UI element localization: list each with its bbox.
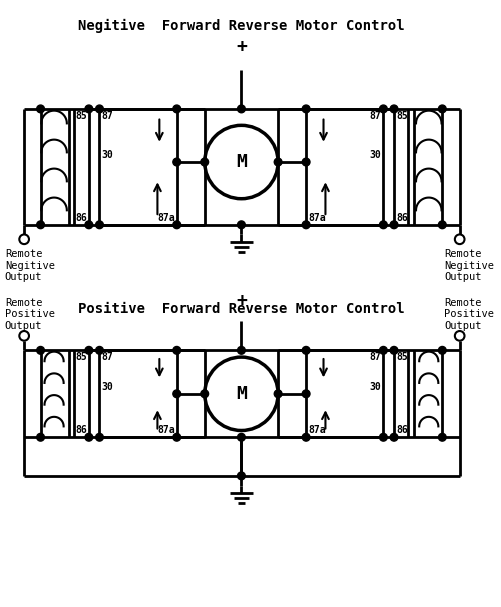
- Circle shape: [302, 105, 310, 113]
- Circle shape: [96, 347, 103, 354]
- Circle shape: [96, 433, 103, 441]
- Text: 85: 85: [396, 111, 408, 121]
- Circle shape: [390, 221, 398, 229]
- Circle shape: [302, 390, 310, 398]
- Circle shape: [173, 105, 180, 113]
- Text: 86: 86: [75, 426, 87, 435]
- Bar: [306, 350, 383, 437]
- Text: Positive  Forward Reverse Motor Control: Positive Forward Reverse Motor Control: [78, 302, 405, 316]
- Circle shape: [302, 221, 310, 229]
- Circle shape: [96, 221, 103, 229]
- Text: 87a: 87a: [308, 426, 326, 435]
- Circle shape: [37, 433, 45, 441]
- Text: M: M: [236, 385, 247, 403]
- Circle shape: [237, 105, 245, 113]
- Circle shape: [380, 433, 387, 441]
- Text: Negitive  Forward Reverse Motor Control: Negitive Forward Reverse Motor Control: [78, 19, 405, 33]
- Circle shape: [37, 347, 45, 354]
- Text: 87a: 87a: [157, 213, 175, 223]
- Circle shape: [380, 105, 387, 113]
- Circle shape: [438, 105, 446, 113]
- Text: 85: 85: [75, 111, 87, 121]
- Text: 86: 86: [396, 426, 408, 435]
- Text: 87: 87: [370, 352, 381, 362]
- Text: M: M: [236, 153, 247, 171]
- Circle shape: [85, 105, 93, 113]
- Text: 87: 87: [370, 111, 381, 121]
- Circle shape: [85, 347, 93, 354]
- Circle shape: [173, 433, 180, 441]
- Text: 30: 30: [370, 150, 381, 160]
- Circle shape: [380, 221, 387, 229]
- Text: 30: 30: [370, 382, 381, 392]
- Bar: [306, 109, 383, 225]
- Text: Remote
Positive
Output: Remote Positive Output: [5, 298, 55, 331]
- Bar: [394, 109, 442, 225]
- Text: Remote
Negitive
Output: Remote Negitive Output: [5, 249, 55, 282]
- Circle shape: [390, 105, 398, 113]
- Circle shape: [173, 390, 180, 398]
- Circle shape: [173, 347, 180, 354]
- Circle shape: [173, 221, 180, 229]
- Text: 30: 30: [101, 150, 113, 160]
- Circle shape: [302, 433, 310, 441]
- Bar: [100, 350, 177, 437]
- Text: 87a: 87a: [157, 426, 175, 435]
- Circle shape: [438, 433, 446, 441]
- Text: Remote
Positive
Output: Remote Positive Output: [444, 298, 494, 331]
- Circle shape: [438, 221, 446, 229]
- Text: Remote
Negitive
Output: Remote Negitive Output: [444, 249, 494, 282]
- Circle shape: [37, 105, 45, 113]
- Bar: [100, 109, 177, 225]
- Text: +: +: [236, 38, 247, 56]
- Circle shape: [96, 105, 103, 113]
- Circle shape: [380, 347, 387, 354]
- Circle shape: [390, 433, 398, 441]
- Circle shape: [302, 347, 310, 354]
- Bar: [394, 350, 442, 437]
- Circle shape: [173, 158, 180, 166]
- Circle shape: [237, 221, 245, 229]
- Text: 86: 86: [75, 213, 87, 223]
- Text: 30: 30: [101, 382, 113, 392]
- Circle shape: [237, 472, 245, 480]
- Text: +: +: [236, 292, 247, 310]
- Text: 85: 85: [396, 352, 408, 362]
- Text: 85: 85: [75, 352, 87, 362]
- Text: 87: 87: [101, 111, 113, 121]
- Text: 87: 87: [101, 352, 113, 362]
- Text: 86: 86: [396, 213, 408, 223]
- Circle shape: [237, 433, 245, 441]
- Circle shape: [37, 221, 45, 229]
- Circle shape: [438, 347, 446, 354]
- Circle shape: [85, 433, 93, 441]
- Bar: [41, 350, 89, 437]
- Circle shape: [302, 158, 310, 166]
- Circle shape: [201, 390, 208, 398]
- Bar: [41, 109, 89, 225]
- Circle shape: [274, 158, 282, 166]
- Circle shape: [274, 390, 282, 398]
- Circle shape: [237, 347, 245, 354]
- Circle shape: [85, 221, 93, 229]
- Circle shape: [390, 347, 398, 354]
- Circle shape: [201, 158, 208, 166]
- Text: 87a: 87a: [308, 213, 326, 223]
